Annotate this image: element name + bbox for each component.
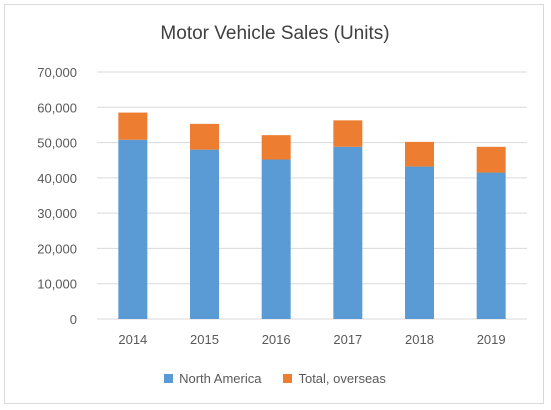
bar-overseas-2018	[405, 141, 434, 167]
y-tick-label: 10,000	[37, 277, 77, 292]
bar-north-america-2014	[118, 139, 148, 319]
bar-overseas-2019	[476, 146, 506, 173]
chart-title: Motor Vehicle Sales (Units)	[160, 23, 390, 44]
bar-overseas-2017	[333, 120, 363, 147]
x-tick-label: 2019	[477, 332, 506, 347]
x-tick-label: 2018	[405, 332, 434, 347]
bar-north-america-2017	[333, 146, 363, 319]
legend: North America Total, overseas	[5, 371, 545, 386]
bar-north-america-2018	[405, 166, 434, 319]
bar-north-america-2019	[476, 172, 506, 319]
bar-overseas-2014	[118, 112, 148, 140]
y-axis-ticks: 0 10,000 20,000 30,000 40,000 50,000 60,000 70,…	[37, 65, 77, 327]
legend-item-north-america: North America	[164, 371, 261, 386]
x-tick-label: 2015	[190, 332, 219, 347]
x-tick-label: 2014	[118, 332, 147, 347]
bar-overseas-2015	[190, 123, 219, 150]
legend-swatch-north-america	[164, 374, 174, 383]
legend-swatch-overseas	[283, 374, 293, 383]
bars	[118, 112, 506, 319]
x-tick-label: 2017	[333, 332, 362, 347]
chart-plot: 0 10,000 20,000 30,000 40,000 50,000 60,000 70,…	[37, 65, 527, 347]
y-tick-label: 20,000	[37, 241, 77, 256]
y-tick-label: 50,000	[37, 136, 77, 151]
bar-north-america-2016	[261, 159, 291, 319]
legend-label-north-america: North America	[179, 371, 262, 386]
bar-north-america-2015	[190, 149, 219, 319]
y-tick-label: 0	[70, 312, 77, 327]
y-tick-label: 30,000	[37, 206, 77, 221]
chart-frame: Motor Vehicle Sales (Units) 0 10,000 20,00…	[4, 4, 544, 404]
x-tick-label: 2016	[262, 332, 291, 347]
y-tick-label: 60,000	[37, 100, 77, 115]
legend-item-overseas: Total, overseas	[283, 371, 386, 386]
y-tick-label: 70,000	[37, 65, 77, 80]
bar-overseas-2016	[261, 135, 291, 160]
legend-label-overseas: Total, overseas	[298, 371, 386, 386]
y-tick-label: 40,000	[37, 171, 77, 186]
x-axis-ticks: 2014 2015 2016 2017 2018 2019	[118, 332, 505, 347]
gridlines	[97, 71, 527, 320]
